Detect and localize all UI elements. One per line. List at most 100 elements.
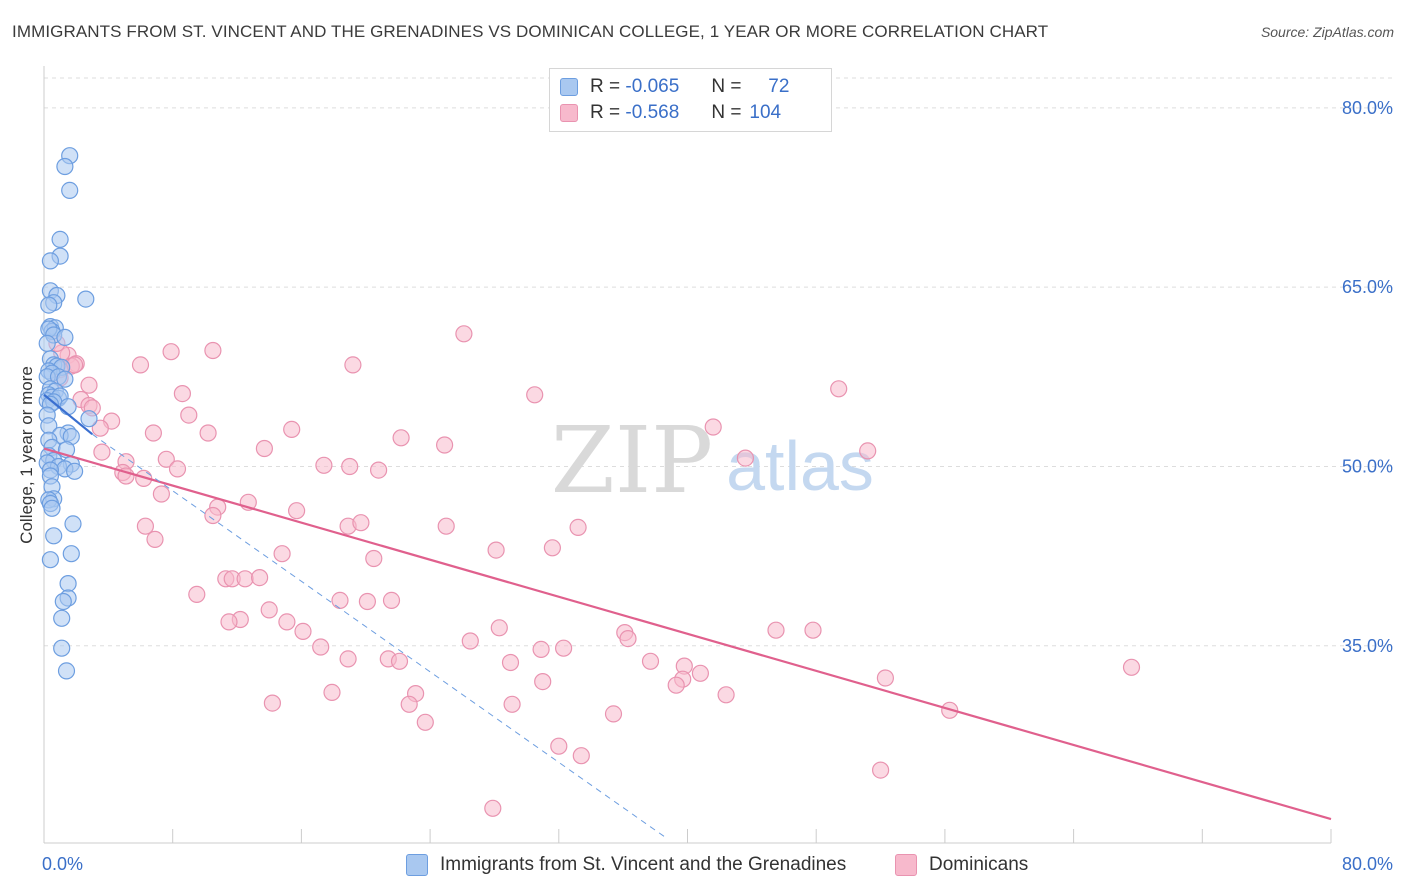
dominicans-point	[604, 705, 623, 723]
immigrants-point	[56, 370, 74, 388]
immigrants-point	[77, 290, 95, 308]
correlation-legend: R = -0.065 N = 72 R = -0.568 N = 104	[549, 68, 832, 132]
dominicans-point	[392, 429, 410, 447]
dominicans-point	[220, 613, 238, 631]
immigrants-point	[80, 410, 98, 428]
legend-swatch-pink	[560, 104, 578, 122]
immigrants-point	[41, 551, 60, 569]
legend-label-immigrants: Immigrants from St. Vincent and the Gren…	[440, 854, 847, 875]
y-tick-label: 65.0%	[1342, 277, 1393, 297]
dominicans-point	[180, 406, 198, 424]
immigrants-point	[45, 527, 63, 545]
dominicans-point	[283, 420, 301, 438]
dominicans-point	[173, 385, 191, 403]
legend-swatch-blue	[406, 854, 428, 876]
dominicans-point	[136, 517, 154, 535]
immigrants-point	[51, 230, 69, 248]
dominicans-point	[717, 686, 735, 704]
dominicans-point	[331, 591, 349, 610]
dominicans-point	[876, 669, 895, 687]
legend-item-immigrants[interactable]: Immigrants from St. Vincent and the Gren…	[406, 851, 846, 879]
dominicans-point	[1122, 658, 1141, 676]
dominicans-point	[91, 419, 109, 437]
dominicans-point	[339, 650, 357, 668]
dominicans-point	[543, 539, 562, 557]
dominicans-point	[365, 549, 383, 568]
dominicans-point	[382, 591, 401, 610]
svg-immigrants-points	[38, 147, 98, 680]
dominicans-point	[390, 652, 409, 670]
dominicans-point	[859, 442, 877, 460]
legend-item-dominicans[interactable]: Dominicans	[895, 851, 1028, 879]
dominicans-point	[501, 653, 520, 672]
dominicans-point	[736, 449, 755, 467]
y-tick-label: 80.0%	[1342, 98, 1393, 118]
dominicans-point	[294, 622, 312, 641]
tick-labels: 80.0% 65.0% 50.0% 35.0% 0.0% 80.0%	[42, 98, 1393, 874]
dominicans-point	[278, 613, 296, 631]
dominicans-point	[554, 639, 573, 657]
legend-n-value: 72	[768, 76, 790, 97]
dominicans-point	[487, 541, 505, 559]
legend-swatch-blue	[560, 78, 578, 96]
dominicans-point	[352, 514, 370, 532]
dominicans-point	[871, 761, 890, 779]
dominicans-point	[251, 568, 269, 587]
legend-swatch-pink	[895, 854, 917, 876]
dominicans-point	[131, 356, 150, 374]
dominicans-point	[144, 424, 162, 442]
dominicans-point	[370, 461, 388, 479]
legend-label-dominicans: Dominicans	[929, 854, 1029, 875]
dominicans-point	[168, 460, 187, 478]
dominicans-point	[503, 695, 521, 713]
immigrants-point	[43, 499, 61, 517]
dominicans-point	[490, 619, 508, 637]
dominicans-point	[263, 694, 281, 712]
legend-row-immigrants: R = -0.065 N = 72	[560, 74, 789, 100]
dominicans-point	[461, 632, 479, 650]
gridlines	[44, 77, 1392, 647]
dominicans-point	[691, 664, 710, 682]
dominicans-point	[641, 652, 660, 670]
chart-source: Source: ZipAtlas.com	[1260, 24, 1394, 40]
dominicans-point	[619, 629, 637, 648]
dominicans-point	[152, 485, 170, 503]
trendlines	[43, 393, 1332, 838]
dominicans-point	[569, 518, 587, 537]
dominicans-trendline	[43, 447, 1332, 821]
dominicans-point	[667, 676, 685, 694]
immigrants-point	[53, 639, 71, 657]
legend-r-value: -0.065	[625, 76, 680, 97]
legend-n-value: 104	[749, 102, 782, 123]
dominicans-point	[804, 621, 822, 639]
chart-title: IMMIGRANTS FROM ST. VINCENT AND THE GREN…	[12, 22, 1049, 41]
dominicans-point	[526, 386, 544, 404]
immigrants-point	[53, 609, 71, 627]
immigrants-point	[54, 592, 72, 611]
y-tick-label: 35.0%	[1342, 636, 1393, 656]
dominicans-point	[436, 436, 454, 454]
dominicans-point	[455, 325, 473, 343]
dominicans-point	[273, 545, 291, 563]
immigrants-point	[56, 328, 74, 346]
dominicans-point	[93, 443, 111, 461]
legend-r-label: R =	[590, 76, 621, 97]
immigrants-point	[38, 334, 56, 352]
dominicans-point	[704, 418, 722, 436]
dominicans-point	[260, 601, 278, 619]
dominicans-point	[312, 638, 330, 656]
immigrants-point	[62, 545, 80, 563]
dominicans-point	[323, 683, 341, 702]
legend-n-label: N =	[711, 76, 742, 97]
immigrants-point	[64, 515, 82, 533]
immigrants-point	[41, 252, 60, 270]
dominicans-point	[288, 502, 306, 520]
dominicans-point	[199, 424, 217, 442]
legend-r-value: -0.568	[625, 102, 680, 123]
immigrants-point	[40, 296, 58, 314]
dominicans-point	[572, 747, 590, 765]
legend-n-label: N =	[711, 102, 742, 123]
immigrants-point	[57, 662, 76, 680]
x-tick-label: 80.0%	[1342, 854, 1393, 874]
